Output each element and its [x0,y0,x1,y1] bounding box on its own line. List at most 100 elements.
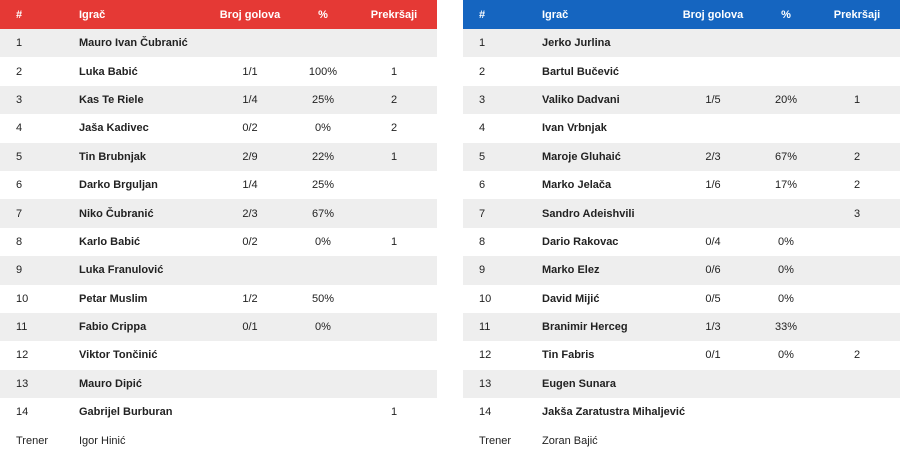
header-fouls: Prekršaji [370,8,418,21]
coach-row: Trener Igor Hinić [0,426,437,454]
player-fouls: 2 [390,122,398,135]
player-name: Maroje Gluhaić [542,150,621,163]
player-goals: 2/3 [705,150,721,163]
player-name: Mauro Dipić [79,377,142,390]
player-goals: 0/1 [705,349,721,362]
player-name: Kas Te Riele [79,93,144,106]
coach-row: Trener Zoran Bajić [463,426,900,454]
player-number: 6 [479,179,486,192]
player-fouls: 1 [390,65,398,78]
player-row: 6 Darko Brguljan 1/4 25% [0,171,437,199]
player-row: 8 Karlo Babić 0/2 0% 1 [0,228,437,256]
player-name: Darko Brguljan [79,179,158,192]
player-name: David Mijić [542,292,600,305]
player-name: Niko Čubranić [79,207,154,220]
away-team-table: # Igrač Broj golova % Prekršaji 1 Jerko J… [463,0,900,455]
player-fouls: 1 [390,235,398,248]
player-percent: 25% [311,179,335,192]
player-name: Karlo Babić [79,235,141,248]
header-percent: % [781,8,791,21]
header-goals: Broj golova [219,8,281,21]
player-name: Tin Fabris [542,349,595,362]
player-row: 4 Jaša Kadivec 0/2 0% 2 [0,114,437,142]
player-row: 5 Maroje Gluhaić 2/3 67% 2 [463,142,900,171]
player-name: Ivan Vrbnjak [542,122,607,135]
player-percent: 0% [778,264,794,277]
player-row: 9 Luka Franulović [0,256,437,285]
player-name: Marko Elez [542,264,600,277]
player-name: Jakša Zaratustra Mihaljević [542,406,686,419]
player-fouls: 3 [853,207,861,220]
coach-name: Igor Hinić [79,434,126,447]
coach-name: Zoran Bajić [542,434,598,447]
player-goals: 0/5 [705,292,721,305]
player-row: 14 Gabrijel Burburan 1 [0,398,437,426]
coach-label: Trener [16,434,48,447]
player-goals: 1/3 [705,321,721,334]
player-goals: 1/2 [242,292,258,305]
player-name: Fabio Crippa [79,321,147,334]
player-fouls: 2 [390,93,398,106]
player-fouls: 2 [853,150,861,163]
player-goals: 0/1 [242,321,258,334]
player-number: 9 [479,264,486,277]
player-number: 13 [479,377,492,390]
coach-label: Trener [479,434,511,447]
player-number: 4 [479,122,486,135]
player-percent: 100% [308,65,338,78]
home-table-body: 1 Mauro Ivan Čubranić 2 Luka Babić 1/1 100% 1 3… [0,29,437,455]
player-row: 5 Tin Brubnjak 2/9 22% 1 [0,142,437,171]
home-team-table: # Igrač Broj golova % Prekršaji 1 Mauro I… [0,0,437,455]
player-percent: 0% [315,235,331,248]
player-number: 7 [479,207,486,220]
player-percent: 67% [774,150,798,163]
player-number: 8 [16,235,23,248]
player-number: 7 [16,207,23,220]
player-number: 10 [16,292,29,305]
player-fouls: 1 [390,150,398,163]
player-number: 3 [16,93,23,106]
header-player: Igrač [542,8,569,21]
player-percent: 20% [774,93,798,106]
player-number: 5 [479,150,486,163]
player-name: Branimir Herceg [542,321,628,334]
player-row: 8 Dario Rakovac 0/4 0% [463,228,900,256]
player-goals: 1/1 [242,65,258,78]
player-goals: 1/5 [705,93,721,106]
player-goals: 0/4 [705,235,721,248]
player-number: 2 [479,65,486,78]
player-number: 3 [479,93,486,106]
player-name: Mauro Ivan Čubranić [79,37,188,50]
player-name: Luka Franulović [79,264,164,277]
player-fouls: 2 [853,349,861,362]
player-goals: 1/4 [242,179,258,192]
player-percent: 0% [778,235,794,248]
home-table-header: # Igrač Broj golova % Prekršaji [0,0,437,29]
player-percent: 25% [311,93,335,106]
player-row: 3 Kas Te Riele 1/4 25% 2 [0,85,437,115]
player-goals: 2/9 [242,150,258,163]
player-goals: 2/3 [242,207,258,220]
player-number: 4 [16,122,23,135]
player-number: 1 [16,37,23,50]
player-name: Eugen Sunara [542,377,616,390]
player-row: 12 Tin Fabris 0/1 0% 2 [463,341,900,369]
player-percent: 33% [774,321,798,334]
player-number: 5 [16,150,23,163]
player-name: Sandro Adeishvili [542,207,635,220]
player-number: 9 [16,264,23,277]
player-percent: 0% [778,349,794,362]
header-number: # [16,8,23,21]
player-name: Gabrijel Burburan [79,406,173,419]
player-row: 7 Sandro Adeishvili 3 [463,199,900,228]
player-number: 14 [479,406,492,419]
player-name: Petar Muslim [79,292,148,305]
player-name: Dario Rakovac [542,235,619,248]
player-row: 2 Luka Babić 1/1 100% 1 [0,57,437,85]
player-goals: 0/2 [242,235,258,248]
player-row: 3 Valiko Dadvani 1/5 20% 1 [463,85,900,115]
player-row: 6 Marko Jelača 1/6 17% 2 [463,171,900,199]
player-percent: 22% [311,150,335,163]
player-number: 1 [479,37,486,50]
player-name: Luka Babić [79,65,138,78]
